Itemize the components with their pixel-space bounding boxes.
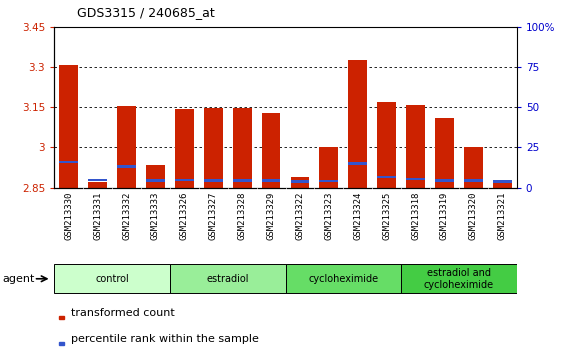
Bar [291, 180, 309, 183]
Bar [377, 176, 396, 178]
Bar [493, 181, 512, 188]
Text: transformed count: transformed count [71, 308, 175, 318]
Bar [262, 113, 280, 188]
Bar [117, 106, 136, 188]
Text: control: control [95, 274, 129, 284]
Text: GSM213324: GSM213324 [353, 192, 362, 240]
Text: GSM213323: GSM213323 [324, 192, 333, 240]
FancyBboxPatch shape [170, 264, 286, 293]
Text: GSM213322: GSM213322 [295, 192, 304, 240]
FancyBboxPatch shape [54, 264, 170, 293]
Bar [59, 342, 64, 345]
Bar [435, 118, 454, 188]
Bar [291, 177, 309, 188]
Bar [88, 182, 107, 188]
Bar [233, 108, 252, 188]
Text: GSM213333: GSM213333 [151, 192, 160, 240]
Bar [348, 162, 367, 165]
Text: GSM213326: GSM213326 [180, 192, 189, 240]
Bar [319, 179, 338, 182]
Bar [59, 65, 78, 188]
Bar [464, 179, 483, 182]
FancyBboxPatch shape [286, 264, 401, 293]
Bar [233, 179, 252, 182]
Bar [348, 60, 367, 188]
Text: GSM213328: GSM213328 [238, 192, 247, 240]
Text: GSM213321: GSM213321 [498, 192, 507, 240]
Bar [435, 179, 454, 182]
Text: GSM213319: GSM213319 [440, 192, 449, 240]
Text: GDS3315 / 240685_at: GDS3315 / 240685_at [77, 6, 215, 19]
Text: GSM213330: GSM213330 [64, 192, 73, 240]
Bar [406, 178, 425, 181]
Bar [146, 179, 165, 182]
Bar [204, 108, 223, 188]
Text: GSM213318: GSM213318 [411, 192, 420, 240]
Bar [175, 179, 194, 182]
Text: GSM213331: GSM213331 [93, 192, 102, 240]
Text: estradiol: estradiol [207, 274, 249, 284]
Text: agent: agent [3, 274, 35, 284]
Bar [493, 180, 512, 183]
Bar [464, 147, 483, 188]
FancyBboxPatch shape [401, 264, 517, 293]
Bar [117, 165, 136, 168]
Text: GSM213325: GSM213325 [382, 192, 391, 240]
Bar [319, 147, 338, 188]
Text: GSM213320: GSM213320 [469, 192, 478, 240]
Bar [59, 161, 78, 164]
Bar [146, 165, 165, 188]
Text: estradiol and
cycloheximide: estradiol and cycloheximide [424, 268, 494, 290]
Bar [262, 179, 280, 182]
Text: GSM213329: GSM213329 [267, 192, 276, 240]
Text: GSM213327: GSM213327 [209, 192, 218, 240]
Text: GSM213332: GSM213332 [122, 192, 131, 240]
Text: cycloheximide: cycloheximide [308, 274, 379, 284]
Bar [406, 105, 425, 188]
Bar [59, 316, 64, 319]
Bar [204, 179, 223, 182]
Text: percentile rank within the sample: percentile rank within the sample [71, 334, 259, 344]
Bar [175, 109, 194, 188]
Bar [377, 102, 396, 188]
Bar [88, 179, 107, 182]
